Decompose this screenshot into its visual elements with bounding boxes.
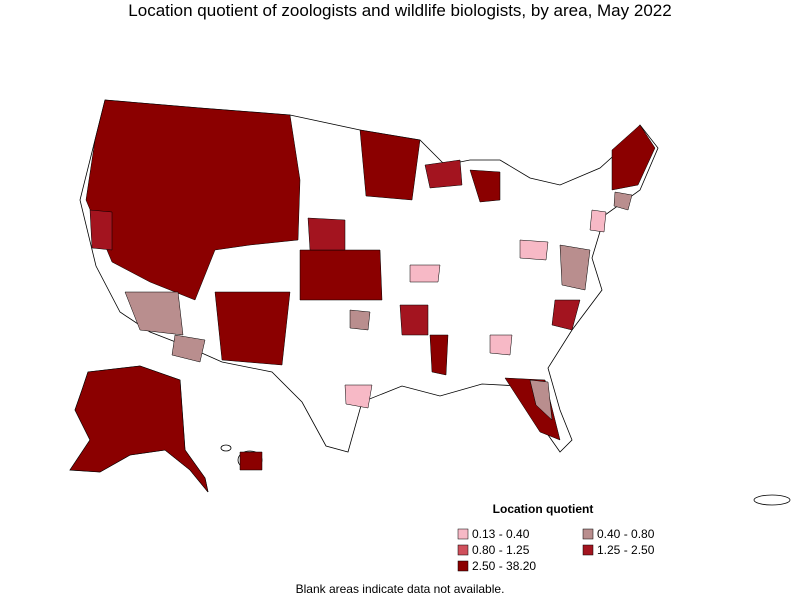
map-region — [429, 334, 449, 376]
map-region — [85, 99, 301, 301]
map-region — [489, 334, 513, 356]
map-region — [307, 217, 346, 251]
footnote: Blank areas indicate data not available. — [296, 582, 505, 596]
regions — [69, 99, 656, 493]
legend-label: 2.50 - 38.20 — [472, 559, 536, 573]
map-region — [611, 124, 656, 191]
map-region — [89, 209, 113, 251]
map-region — [613, 191, 633, 211]
legend-swatch — [582, 544, 594, 556]
map-region — [529, 379, 553, 421]
legend-swatch — [457, 560, 469, 572]
legend-label: 0.40 - 0.80 — [597, 527, 655, 541]
map-title: Location quotient of zoologists and wild… — [128, 1, 671, 20]
map-region — [124, 291, 184, 336]
map-region — [344, 384, 373, 409]
map-region — [299, 249, 383, 301]
legend-swatch — [457, 544, 469, 556]
map-region — [424, 159, 463, 189]
map-region — [399, 304, 429, 336]
map-region — [69, 365, 209, 493]
map-region — [409, 264, 441, 283]
legend-swatch — [457, 528, 469, 540]
map-region — [559, 244, 591, 291]
map-region — [171, 334, 206, 363]
map-region — [359, 129, 421, 201]
map-region — [589, 209, 607, 233]
map-region — [469, 169, 501, 203]
legend-label: 0.13 - 0.40 — [472, 527, 530, 541]
map-region — [239, 451, 263, 471]
legend-label: 0.80 - 1.25 — [472, 543, 530, 557]
map-region — [519, 239, 549, 261]
map-region — [214, 291, 291, 366]
legend-label: 1.25 - 2.50 — [597, 543, 655, 557]
hawaii — [220, 444, 232, 452]
legend-swatch — [582, 528, 594, 540]
legend: 0.13 - 0.40 0.40 - 0.80 0.80 - 1.25 1.25 - … — [457, 527, 655, 573]
map-region — [349, 309, 371, 331]
puerto-rico — [753, 494, 791, 506]
map-region — [551, 299, 581, 331]
legend-title: Location quotient — [493, 502, 594, 516]
